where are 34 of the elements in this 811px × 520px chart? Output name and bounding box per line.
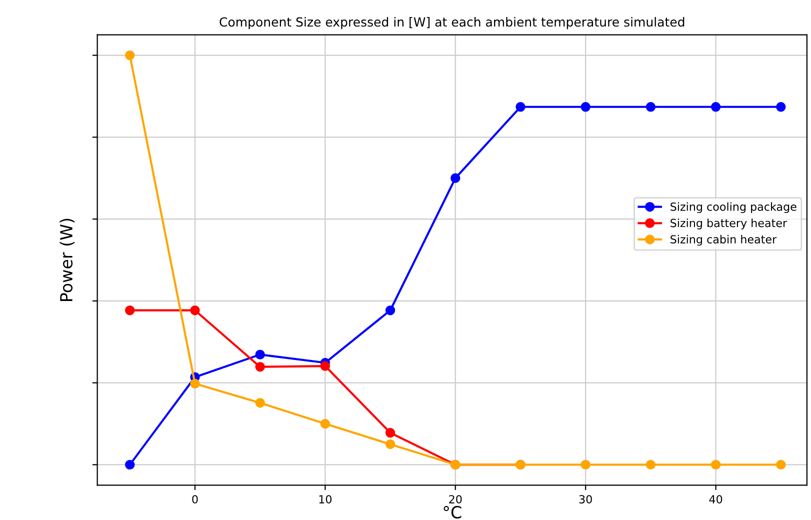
legend-label: Sizing cooling package bbox=[670, 202, 796, 214]
point bbox=[385, 305, 396, 316]
point bbox=[255, 362, 265, 372]
point bbox=[125, 305, 135, 316]
x-tick-label: 10 bbox=[319, 495, 332, 504]
point bbox=[450, 173, 460, 183]
point bbox=[580, 460, 590, 470]
point bbox=[516, 102, 526, 112]
legend-label: Sizing battery heater bbox=[670, 218, 788, 230]
point bbox=[385, 439, 396, 450]
point bbox=[776, 102, 786, 112]
x-axis-title: °C bbox=[444, 506, 462, 519]
point bbox=[646, 460, 656, 470]
point bbox=[255, 398, 265, 408]
point bbox=[125, 50, 135, 60]
point bbox=[320, 361, 330, 371]
x-tick-label: 40 bbox=[709, 495, 722, 504]
point bbox=[776, 460, 786, 470]
x-tick-label: 0 bbox=[192, 495, 198, 504]
point bbox=[646, 102, 656, 112]
point bbox=[190, 378, 200, 388]
point bbox=[710, 102, 721, 112]
point bbox=[385, 428, 396, 438]
point bbox=[710, 460, 721, 470]
y-axis-title: Power (W) bbox=[60, 218, 75, 301]
chart-title: Component Size expressed in [W] at each ambient temperature simulated bbox=[220, 17, 684, 30]
x-tick-label: 20 bbox=[449, 495, 462, 504]
point bbox=[320, 418, 330, 429]
point bbox=[580, 102, 590, 112]
x-tick-label: 30 bbox=[579, 495, 592, 504]
point bbox=[125, 460, 135, 470]
legend-label: Sizing cabin heater bbox=[670, 234, 777, 246]
point bbox=[255, 350, 265, 360]
point bbox=[190, 305, 200, 316]
